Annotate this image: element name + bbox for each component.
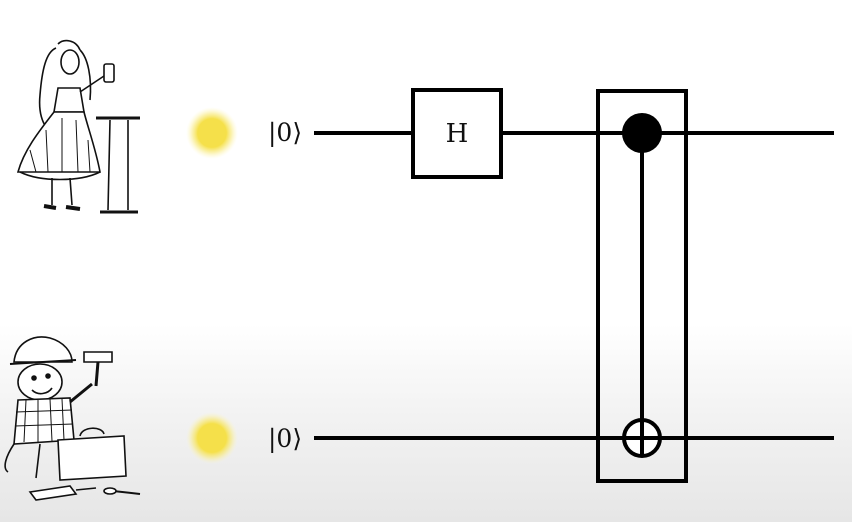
qubit-1-initial-state-label: |0⟩: [268, 424, 303, 453]
hadamard-gate: [411, 88, 503, 179]
cnot-gate-box: [596, 89, 688, 483]
qubit-0-initial-state-label: |0⟩: [268, 118, 303, 147]
cnot-target-symbol: [622, 418, 662, 458]
qubit-0-state-indicator: [186, 107, 238, 159]
cnot-control-dot: [622, 113, 662, 153]
hadamard-gate-label: H: [445, 119, 469, 149]
qubit-1-state-indicator: [186, 412, 238, 464]
bob-the-builder-illustration-icon: [4, 336, 141, 501]
alice-illustration-icon: [16, 39, 140, 214]
